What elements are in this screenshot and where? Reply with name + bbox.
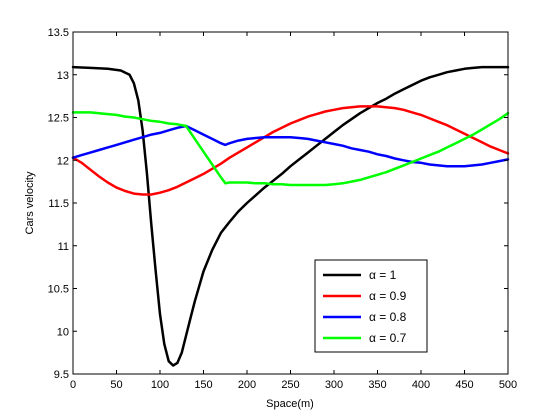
- y-tick-label: 11.5: [48, 198, 69, 210]
- x-tick-label: 300: [325, 379, 343, 391]
- x-tick-label: 450: [455, 379, 473, 391]
- series-line-4: [71, 111, 510, 187]
- y-tick-label: 13: [57, 70, 69, 82]
- x-tick-label: 0: [70, 379, 76, 391]
- y-tick-label: 11: [58, 241, 69, 253]
- legend-label-4: α = 0.7: [369, 331, 407, 345]
- y-tick-label: 12: [57, 155, 69, 167]
- x-tick-label: 50: [110, 379, 122, 391]
- legend: α = 1 α = 0.9 α = 0.8 α = 0.7: [314, 259, 428, 353]
- y-axis-title: Cars velocity: [24, 171, 36, 234]
- series-layer: [71, 65, 510, 367]
- x-axis-title: Space(m): [266, 398, 314, 410]
- y-tick-label: 12.5: [48, 113, 69, 125]
- x-tick-label: 150: [194, 379, 212, 391]
- legend-label-3: α = 0.8: [369, 310, 407, 324]
- series-line-3: [71, 124, 510, 168]
- x-tick-label: 100: [151, 379, 169, 391]
- x-tick-label: 250: [281, 379, 299, 391]
- axes-layer: 0 50 100 150 200 250 300 350 400 450 500 9.5 10 10.5 1…: [48, 27, 518, 391]
- legend-label-1: α = 1: [369, 268, 397, 282]
- legend-label-2: α = 0.9: [369, 289, 407, 303]
- x-tick-label: 200: [238, 379, 256, 391]
- x-tick-label: 400: [412, 379, 430, 391]
- x-tick-label: 350: [368, 379, 386, 391]
- series-line-2: [71, 105, 510, 196]
- y-tick-label: 9.5: [54, 369, 69, 381]
- x-tick-label: 500: [499, 379, 517, 391]
- y-tick-label: 10: [57, 326, 69, 338]
- y-tick-label: 13.5: [48, 27, 69, 39]
- y-tick-label: 10.5: [48, 284, 69, 296]
- plot-area: [73, 32, 508, 374]
